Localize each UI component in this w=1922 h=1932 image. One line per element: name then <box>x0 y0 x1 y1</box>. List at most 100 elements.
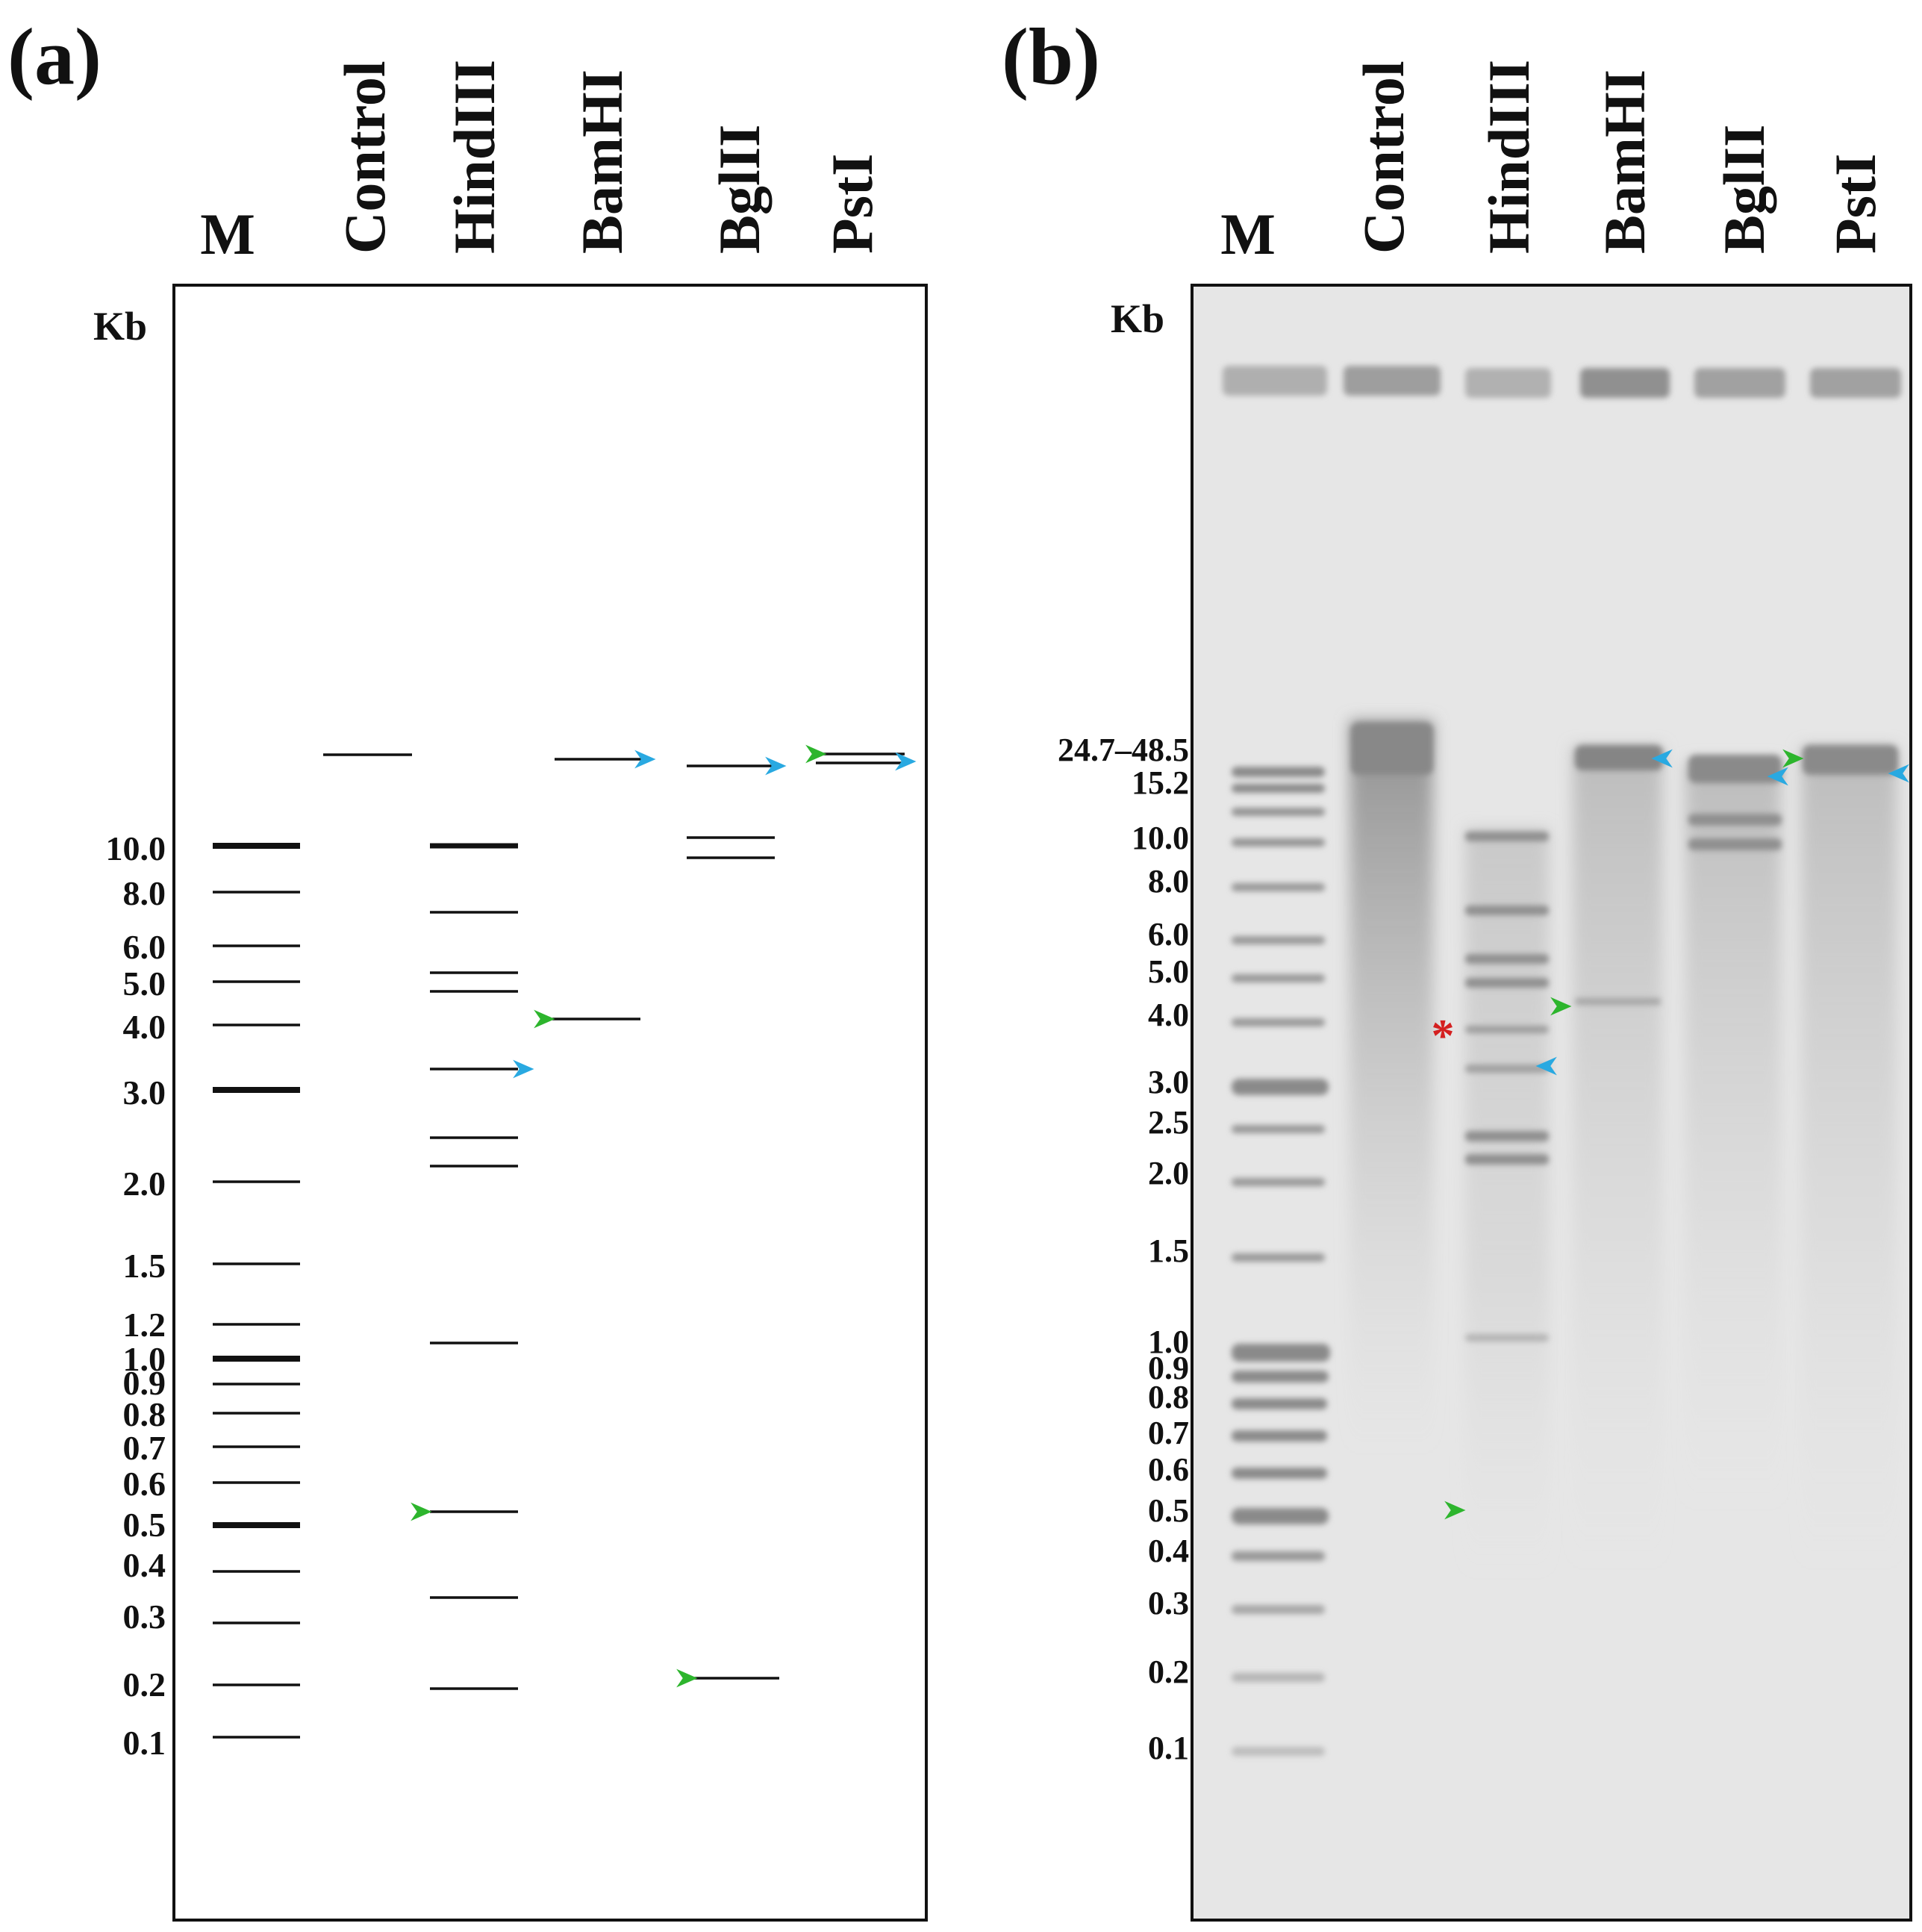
panel-a-marker-label: 0.4 <box>123 1546 166 1584</box>
panel-b-arrows <box>1444 749 1909 1520</box>
panel-b-hindiii-bands <box>1465 832 1549 1342</box>
panel-a-lane-bamhi: BamHI <box>570 69 634 254</box>
panel-a-lane-labels: M Control HindIII BamHI BglII PstI <box>200 60 884 267</box>
panel-b-marker-label: 15.2 <box>1132 764 1189 801</box>
panel-a-bamhi-lane <box>552 758 643 1020</box>
gel-sample-band <box>1688 838 1782 850</box>
psti-smear <box>1801 747 1897 1568</box>
panel-a-marker-label: 0.7 <box>123 1429 166 1467</box>
gel-marker-band <box>1232 1253 1325 1262</box>
green-arrowhead-icon <box>1550 997 1572 1016</box>
panel-b-marker-label: 0.5 <box>1148 1492 1189 1529</box>
panel-b-marker-label: 24.7–48.5 <box>1058 732 1189 768</box>
panel-b-other-bands <box>1575 745 1898 1005</box>
panel-a-arrows <box>411 744 917 1688</box>
panel-a-lane-psti: PstI <box>820 154 884 254</box>
gel-sample-band <box>1465 1334 1549 1342</box>
panel-b-unit: Kb <box>1111 296 1164 341</box>
green-arrowhead-icon <box>676 1668 698 1688</box>
panel-b-marker-label: 4.0 <box>1148 997 1189 1033</box>
panel-a-psti-lane <box>816 752 905 764</box>
blue-arrowhead-icon <box>1888 764 1909 783</box>
gel-marker-band <box>1232 1125 1325 1133</box>
panel-b-lane-m: M <box>1220 202 1276 267</box>
gel-marker-band <box>1232 1398 1327 1409</box>
panel-a-marker-label: 0.2 <box>123 1665 166 1704</box>
panel-b-marker-label: 0.8 <box>1148 1379 1189 1415</box>
gel-marker-band <box>1232 1430 1327 1442</box>
gel-sample-band <box>1465 1131 1549 1141</box>
gel-well <box>1465 368 1551 398</box>
panel-b-marker-label: 2.5 <box>1148 1104 1189 1141</box>
panel-a-marker-label: 0.6 <box>123 1465 166 1503</box>
gel-marker-band <box>1232 936 1325 944</box>
panel-b-lane-hindiii: HindIII <box>1476 60 1541 254</box>
blue-arrowhead-icon <box>1651 749 1673 768</box>
panel-a-marker-label: 10.0 <box>106 829 166 867</box>
panel-b-marker-label: 0.7 <box>1148 1415 1189 1451</box>
gel-sample-band <box>1465 978 1549 988</box>
gel-marker-band <box>1232 1747 1325 1756</box>
panel-b-lane-labels: M Control HindIII BamHI BglII PstI <box>1220 60 1888 267</box>
panel-a-lane-hindiii: HindIII <box>442 60 507 254</box>
panel-b-marker-label: 0.1 <box>1148 1730 1189 1766</box>
panel-b-gel-frame <box>1191 284 1912 1922</box>
green-arrowhead-icon <box>1782 749 1804 768</box>
panel-a-marker-label: 4.0 <box>123 1008 166 1046</box>
gel-well <box>1344 366 1441 396</box>
panel-a-marker-label: 1.5 <box>123 1247 166 1285</box>
panel-b-marker-label: 1.5 <box>1148 1233 1189 1269</box>
panel-a-marker-label: 0.8 <box>123 1395 166 1433</box>
bamhi-smear <box>1573 747 1662 1568</box>
gel-marker-band <box>1232 1468 1327 1479</box>
green-arrowhead-icon <box>1444 1501 1466 1520</box>
panel-a-marker-label: 6.0 <box>123 928 166 966</box>
panel-a-lane-m: M <box>200 202 255 267</box>
panel-b-marker-label: 0.9 <box>1148 1350 1189 1386</box>
gel-marker-band <box>1232 1018 1325 1026</box>
panel-a-gel-frame <box>172 284 928 1922</box>
gel-well <box>1580 368 1670 398</box>
gel-marker-band <box>1232 1178 1325 1186</box>
blue-arrowhead-icon <box>1535 1056 1557 1076</box>
panel-b-marker-label: 2.0 <box>1148 1155 1189 1191</box>
panel-a-marker-label: 0.9 <box>123 1364 166 1402</box>
panel-a-marker-label: 5.0 <box>123 965 166 1003</box>
panel-b-marker-lane <box>1232 767 1330 1756</box>
gel-marker-band <box>1232 1508 1329 1524</box>
panel-a-marker-label: 8.0 <box>123 874 166 912</box>
gel-marker-band <box>1232 1605 1325 1614</box>
panel-a-marker-label: 3.0 <box>123 1073 166 1112</box>
panel-a-bglii-lane <box>687 764 779 1680</box>
panel-a-marker-label: 0.3 <box>123 1598 166 1636</box>
panel-b-marker-label: 8.0 <box>1148 863 1189 900</box>
panel-b: (b) M Control HindIII BamHI BglII PstI K… <box>1002 13 1912 1922</box>
blue-arrowhead-icon <box>765 756 787 776</box>
panel-b-marker-label: 3.0 <box>1148 1064 1189 1100</box>
panel-a-marker-lane <box>213 843 300 1739</box>
gel-sample-band <box>1465 1026 1549 1033</box>
panel-a-marker-label: 0.1 <box>123 1724 166 1762</box>
panel-b-marker-label: 0.2 <box>1148 1654 1189 1690</box>
gel-well <box>1223 366 1327 396</box>
panel-a: (a) M Control HindIII BamHI BglII PstI K… <box>7 13 928 1922</box>
panel-b-lane-bglii: BglII <box>1712 125 1776 254</box>
gel-sample-band <box>1803 745 1898 775</box>
hindiii-smear <box>1465 829 1549 1575</box>
gel-marker-band <box>1232 974 1325 982</box>
gel-sample-band <box>1465 954 1549 964</box>
gel-sample-band <box>1465 906 1549 915</box>
gel-marker-band <box>1232 1551 1325 1561</box>
panel-a-hindiii-lane <box>430 843 518 1690</box>
panel-a-marker-labels: 10.0 8.0 6.0 5.0 4.0 3.0 2.0 1.5 1.2 1.0… <box>106 829 166 1762</box>
gel-sample-band <box>1575 998 1661 1005</box>
gel-well <box>1810 368 1901 398</box>
gel-sample-band <box>1465 1154 1549 1165</box>
panel-b-marker-labels: 24.7–48.5 15.2 10.0 8.0 6.0 5.0 4.0 3.0 … <box>1058 732 1189 1766</box>
panel-a-marker-label: 1.0 <box>123 1340 166 1378</box>
green-arrowhead-icon <box>534 1009 555 1029</box>
panel-b-lane-bamhi: BamHI <box>1592 69 1657 254</box>
gel-marker-band <box>1232 1673 1325 1682</box>
gel-marker-band <box>1232 883 1325 891</box>
blue-arrowhead-icon <box>513 1059 534 1079</box>
